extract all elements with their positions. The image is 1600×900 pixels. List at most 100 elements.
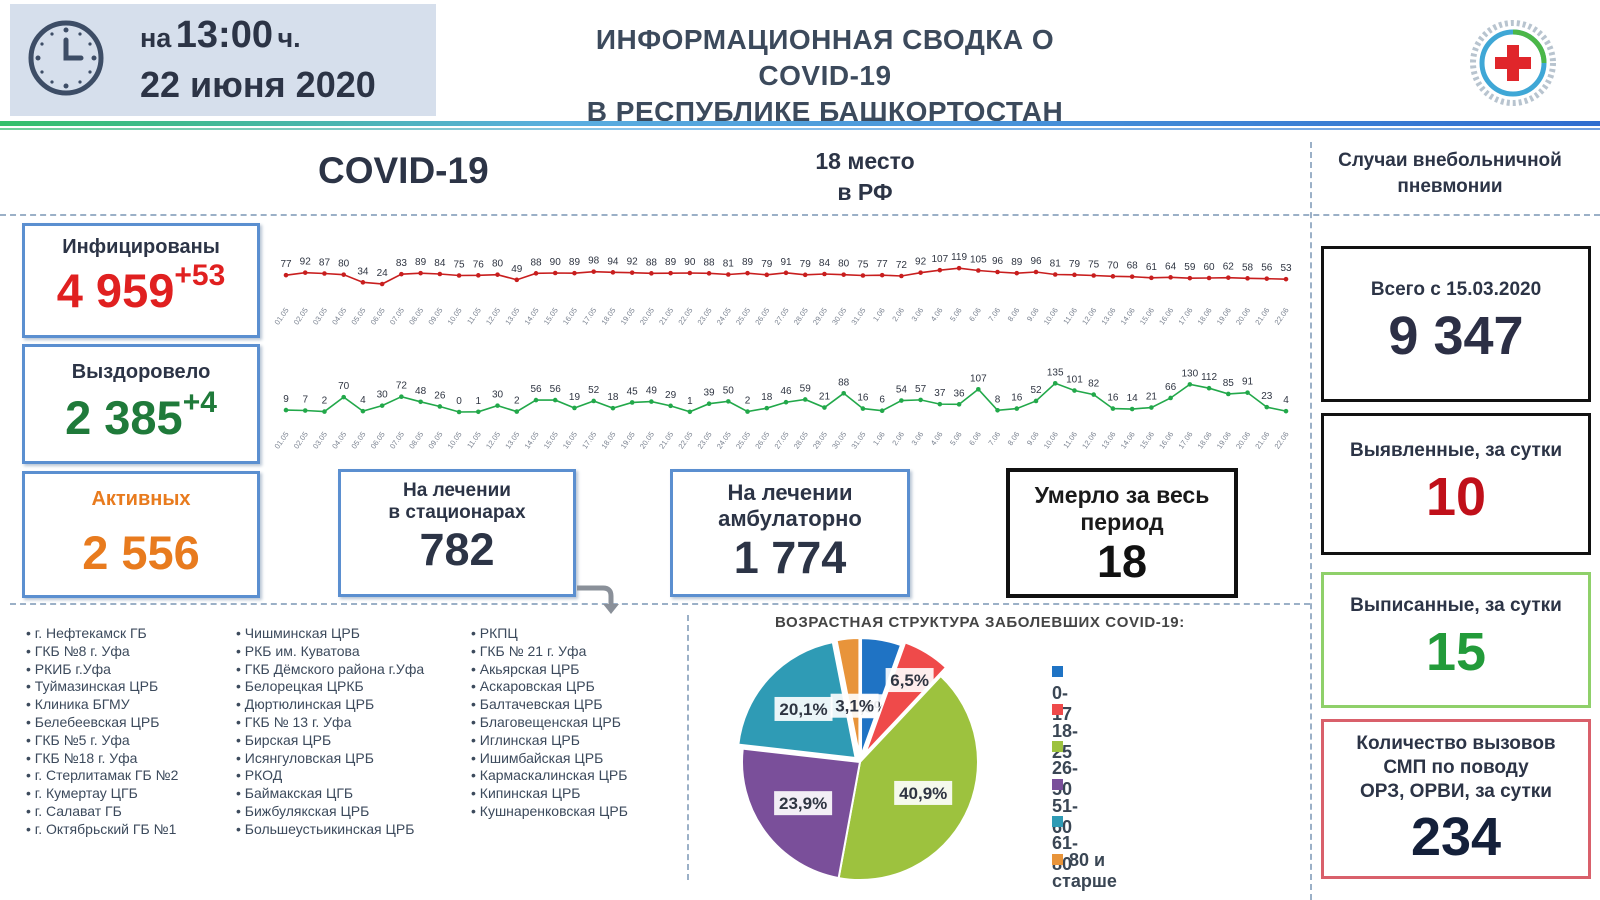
recovered_daily-date-label: 18.06 [1196, 430, 1214, 451]
recovered_daily-value-label: 1 [687, 396, 693, 407]
recovered_daily-value-label: 135 [1047, 367, 1064, 378]
infected_daily-date-label: 17.06 [1176, 306, 1194, 327]
infected-value: 4 959+53 [25, 259, 257, 318]
infected_daily-point [1072, 272, 1077, 278]
recovered_daily-date-label: 5.06 [948, 430, 964, 447]
infected_daily-value-label: 92 [915, 257, 927, 268]
pie-slice-label: 40,9% [899, 784, 947, 803]
recovered_daily-point [533, 397, 539, 403]
recovered_daily-value-label: 52 [588, 385, 600, 396]
recovered_daily-value-label: 30 [377, 390, 389, 401]
outpatient-value: 1 774 [733, 532, 847, 583]
recovered_daily-date-label: 14.06 [1119, 430, 1137, 451]
active-value: 2 556 [82, 526, 200, 579]
rank-line1: 18 место [815, 148, 915, 174]
hospital-item: ГКБ №8 г. Уфа [26, 643, 178, 661]
recovered_daily-value-label: 57 [915, 384, 927, 395]
recovered_daily-point [514, 409, 520, 414]
infected_daily-date-label: 15.06 [1138, 306, 1156, 327]
recovered_daily-value-label: 130 [1182, 368, 1199, 379]
infected-label: Инфицированы [62, 236, 220, 258]
infected_daily-point [687, 270, 693, 276]
lower-column-divider [687, 615, 689, 880]
infected_daily-value-label: 90 [550, 257, 562, 268]
hospital-item: РКБ им. Куватова [236, 643, 424, 661]
recovered_daily-date-label: 09.05 [426, 430, 444, 451]
recovered_daily-value-label: 54 [896, 385, 908, 396]
infected_daily-point [1129, 274, 1135, 279]
infected_daily-value-label: 70 [1107, 260, 1119, 271]
infected_daily-point [995, 269, 1000, 275]
infected_daily-value-label: 87 [319, 258, 331, 269]
hospital-label-line2: в стационарах [388, 502, 526, 523]
infected_daily-date-label: 04.05 [330, 306, 348, 327]
pie-slice [837, 674, 979, 881]
recovered_daily-value-label: 2 [514, 396, 520, 407]
age-structure-title: ВОЗРАСТНАЯ СТРУКТУРА ЗАБОЛЕВШИХ COVID-19… [775, 614, 1185, 631]
infected_daily-date-label: 14.06 [1119, 306, 1137, 327]
infected_daily-value-label: 96 [1030, 256, 1042, 267]
infected_daily-date-label: 12.06 [1080, 306, 1098, 327]
hospital-item: Исянгуловская ЦРБ [236, 750, 424, 768]
column-divider [1310, 142, 1312, 900]
infected_daily-value-label: 53 [1280, 263, 1292, 274]
recovered_daily-point [1206, 385, 1212, 391]
infected_daily-date-label: 1.06 [871, 306, 887, 323]
recovered_daily-date-label: 05.05 [349, 430, 367, 451]
pie-slice-label: 3,1% [835, 697, 874, 716]
infected_daily-value-label: 80 [492, 259, 504, 270]
recovered_daily-date-label: 11.06 [1061, 430, 1079, 450]
hospital-item: Баймакская ЦГБ [236, 785, 424, 803]
hospital-item: г. Стерлитамак ГБ №2 [26, 767, 179, 785]
hospital-item: Иглинская ЦРБ [471, 732, 628, 750]
age-pie-chart: 5,5%6,5%40,9%23,9%20,1%3,1% [737, 637, 979, 881]
infected_daily-value-label: 89 [569, 257, 581, 268]
infected_daily-point [322, 271, 327, 276]
recovered_daily-value-label: 23 [1261, 391, 1273, 402]
infected_daily-point [360, 280, 366, 285]
calls-label-line3: ОРЗ, ОРВИ, за сутки [1360, 781, 1552, 802]
recovered_daily-point [610, 405, 616, 411]
infected_daily-value-label: 64 [1165, 261, 1177, 272]
recovered-card: Выздоровело 2 385+4 [22, 344, 260, 464]
infected_daily-date-label: 31.05 [849, 306, 867, 327]
hospital-item: Кушнаренковская ЦРБ [471, 803, 628, 821]
infected_daily-value-label: 107 [932, 254, 949, 265]
recovered_daily-value-label: 16 [1011, 393, 1023, 404]
outpatient-label-line1: На лечении [727, 480, 853, 505]
infected_daily-point [1168, 275, 1173, 280]
recovered_daily-value-label: 16 [1107, 393, 1119, 404]
recovered_daily-date-label: 28.05 [792, 430, 810, 451]
hospital-item: Балтачевская ЦРБ [471, 696, 628, 714]
recovered_daily-date-label: 31.05 [849, 430, 867, 451]
infected_daily-point [918, 270, 923, 275]
infected_daily-point [1110, 274, 1116, 279]
recovered_daily-value-label: 45 [627, 386, 639, 397]
infected_daily-date-label: 29.05 [811, 306, 829, 327]
rank-line2: в РФ [837, 179, 893, 205]
recovered_daily-value-label: 29 [665, 390, 677, 401]
infected_daily-value-label: 92 [627, 257, 639, 268]
infected_daily-date-label: 03.05 [311, 306, 329, 327]
recovered_daily-value-label: 39 [704, 388, 716, 399]
recovered_daily-date-label: 14.05 [522, 430, 540, 451]
infected_daily-value-label: 77 [280, 259, 292, 270]
infected_daily-point [572, 270, 577, 276]
infected_daily-date-label: 09.05 [426, 306, 444, 327]
hospital-item: Ишимбайская ЦРБ [471, 750, 628, 768]
infected_daily-value-label: 84 [434, 258, 446, 269]
pneumonia-total-value: 9 347 [1388, 306, 1524, 366]
recovered_daily-date-label: 11.05 [465, 430, 483, 450]
infected_daily-point [552, 270, 558, 276]
pneumonia-discharged-label: Выписанные, за сутки [1350, 595, 1562, 616]
hospital-item: РКПЦ [471, 625, 628, 643]
recovered_daily-point [956, 402, 962, 407]
covid-section-title: COVID-19 [318, 150, 489, 191]
infected_daily-value-label: 91 [780, 257, 792, 268]
recovered_daily-value-label: 107 [970, 373, 987, 384]
recovered_daily-date-label: 17.06 [1176, 430, 1194, 451]
infected_daily-date-label: 20.05 [638, 306, 656, 327]
hospital-item: г. Салават ГБ [26, 803, 178, 821]
recovered_daily-date-label: 2.06 [890, 430, 906, 447]
infected_daily-value-label: 75 [1088, 260, 1100, 271]
